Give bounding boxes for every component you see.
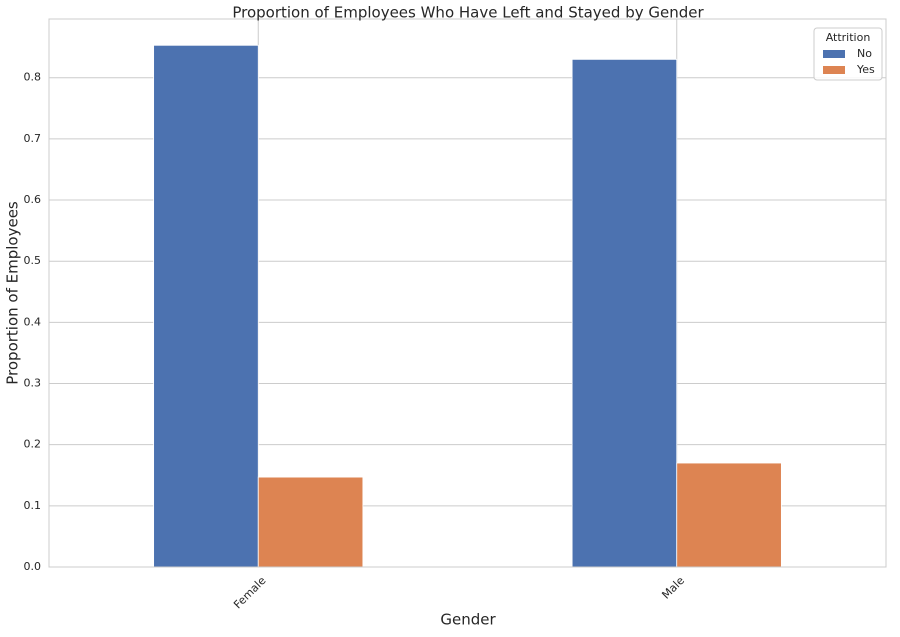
bar-no-male bbox=[571, 58, 678, 568]
legend-swatch-yes bbox=[823, 66, 845, 74]
x-tick-label: Female bbox=[231, 574, 268, 611]
bar-no-female bbox=[153, 44, 259, 568]
legend-swatch-no bbox=[823, 50, 845, 58]
plot-frame bbox=[48, 18, 887, 568]
legend-label-no: No bbox=[857, 47, 872, 60]
y-tick-label: 0.1 bbox=[24, 499, 42, 512]
x-tick-label: Male bbox=[659, 574, 687, 602]
y-tick-label: 0.6 bbox=[24, 193, 42, 206]
y-tick-label: 0.4 bbox=[24, 315, 42, 328]
legend-title: Attrition bbox=[826, 31, 871, 44]
bar-yes-male bbox=[676, 462, 782, 568]
legend-label-yes: Yes bbox=[856, 63, 875, 76]
y-tick-label: 0.5 bbox=[24, 254, 42, 267]
y-tick-label: 0.0 bbox=[24, 560, 42, 573]
bar-yes-female bbox=[257, 476, 364, 568]
y-tick-label: 0.3 bbox=[24, 377, 42, 390]
y-tick-label: 0.2 bbox=[24, 438, 42, 451]
legend: Attrition No Yes bbox=[813, 27, 883, 81]
x-axis-label: Gender bbox=[440, 611, 496, 629]
chart-title: Proportion of Employees Who Have Left an… bbox=[232, 4, 704, 22]
y-tick-label: 0.7 bbox=[24, 132, 42, 145]
y-axis-label: Proportion of Employees bbox=[4, 201, 22, 385]
y-tick-label: 0.8 bbox=[24, 71, 42, 84]
